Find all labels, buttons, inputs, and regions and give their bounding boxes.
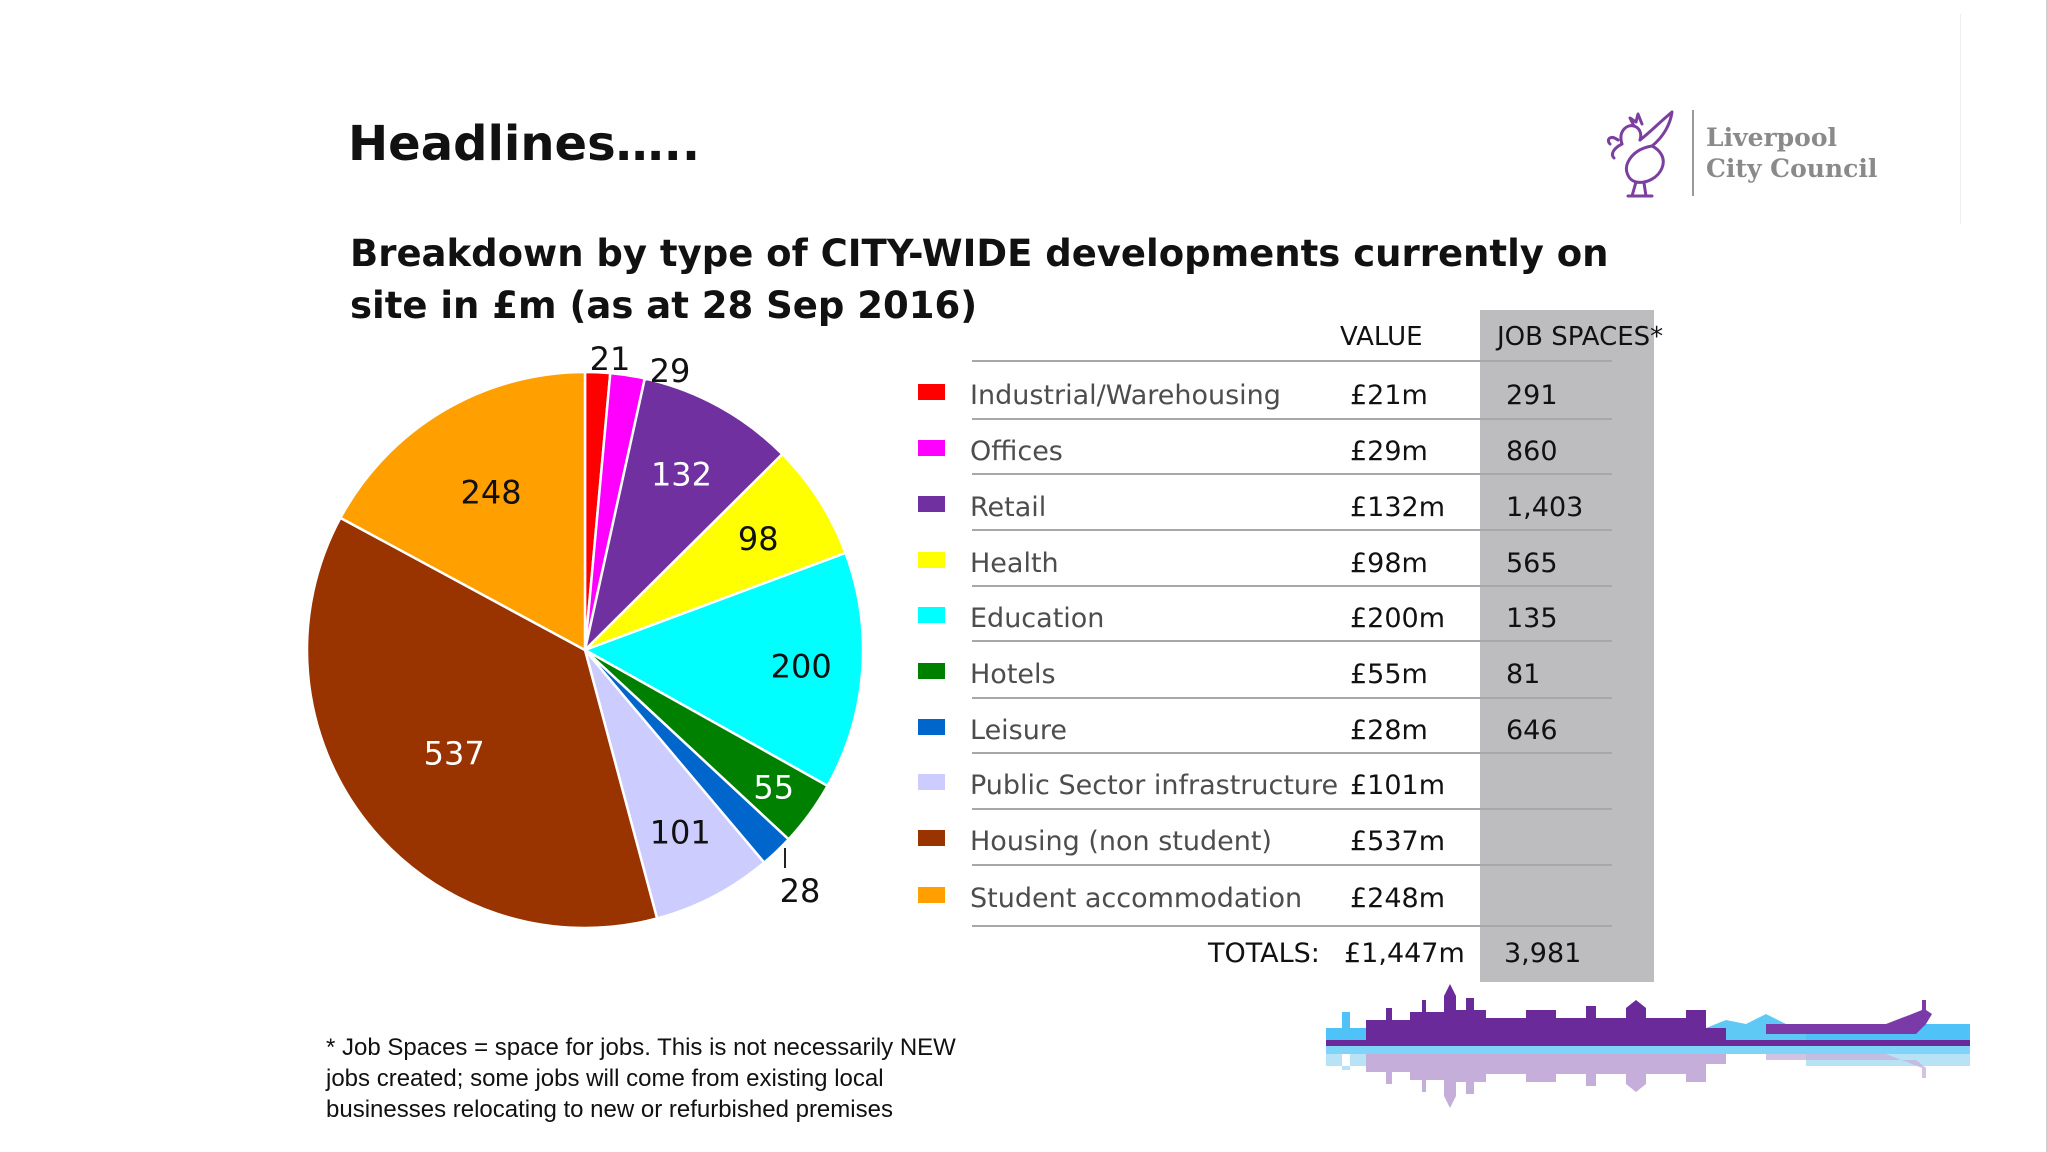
liver-bird-icon (1606, 110, 1674, 198)
legend-swatch (918, 384, 945, 400)
council-logo: Liverpool City Council (1600, 104, 1900, 204)
table-row: Leisure £28m 646 (900, 711, 1680, 766)
row-label: Hotels (970, 659, 1056, 690)
legend-swatch (918, 552, 945, 568)
header-separator (1960, 14, 1961, 224)
row-label: Offices (970, 436, 1063, 467)
table-row: Housing (non student) £537m (900, 822, 1680, 877)
job-spaces-column-header: JOB SPACES* (1497, 322, 1664, 352)
pie-slice-health (584, 452, 848, 652)
table-row: Offices £29m 860 (900, 432, 1680, 487)
pie-slices (305, 370, 865, 930)
pie-data-label: 101 (650, 813, 711, 851)
slide-edge-rule (2046, 0, 2048, 1152)
row-label: Industrial/Warehousing (970, 380, 1281, 411)
row-rule (972, 418, 1612, 420)
row-rule (972, 585, 1612, 587)
council-name-line1: Liverpool (1706, 123, 1838, 152)
row-label: Public Sector infrastructure (970, 770, 1339, 801)
job-spaces-footnote: * Job Spaces = space for jobs. This is n… (326, 1034, 956, 1123)
slide-title: Headlines….. (348, 116, 701, 172)
pie-data-label: 29 (650, 352, 691, 390)
row-job-spaces: 1,403 (1506, 492, 1584, 523)
row-job-spaces: 81 (1506, 659, 1541, 690)
row-rule (972, 640, 1612, 642)
logo-divider (1692, 110, 1694, 196)
row-rule (972, 808, 1612, 810)
legend-swatch (918, 440, 945, 456)
row-value: £21m (1350, 380, 1428, 411)
pie-data-label: 21 (590, 340, 631, 378)
row-job-spaces: 291 (1506, 380, 1558, 411)
pie-slice-student-accommodation (338, 370, 587, 653)
table-row: Industrial/Warehousing £21m 291 (900, 376, 1680, 431)
row-rule (972, 697, 1612, 699)
row-value: £537m (1350, 826, 1446, 857)
row-rule (972, 752, 1612, 754)
row-job-spaces: 565 (1506, 548, 1558, 579)
pie-data-label: 537 (424, 734, 485, 772)
legend-swatch (918, 887, 945, 903)
totals-job-spaces: 3,981 (1504, 938, 1582, 969)
breakdown-table: VALUE JOB SPACES* Industrial/Warehousing… (900, 308, 1680, 1008)
table-row: Public Sector infrastructure £101m (900, 766, 1680, 821)
pie-chart: 21 29 132 98 200 55 28 101 537 248 (305, 340, 865, 930)
row-rule (972, 473, 1612, 475)
row-label: Education (970, 603, 1105, 634)
row-value: £200m (1350, 603, 1446, 634)
pie-slice-education (582, 551, 865, 788)
row-label: Health (970, 548, 1059, 579)
legend-swatch (918, 774, 945, 790)
chart-title: Breakdown by type of CITY-WIDE developme… (350, 232, 1609, 327)
row-value: £29m (1350, 436, 1428, 467)
legend-swatch (918, 496, 945, 512)
pie-slice-housing-non-student (305, 516, 659, 930)
legend-swatch (918, 663, 945, 679)
table-row: Retail £132m 1,403 (900, 488, 1680, 543)
legend-swatch (918, 719, 945, 735)
row-rule (972, 529, 1612, 531)
pie-data-label: 132 (651, 456, 712, 494)
row-label: Retail (970, 492, 1047, 523)
pie-data-label: 248 (460, 473, 521, 511)
row-value: £98m (1350, 548, 1428, 579)
pie-labels: 21 29 132 98 200 55 28 101 537 248 (424, 340, 832, 910)
council-name-line2: City Council (1706, 154, 1878, 183)
legend-swatch (918, 830, 945, 846)
row-rule (972, 864, 1612, 866)
row-value: £132m (1350, 492, 1446, 523)
legend-swatch (918, 607, 945, 623)
row-job-spaces: 860 (1506, 436, 1558, 467)
pie-data-label: 98 (738, 520, 779, 558)
pie-slice-retail (582, 377, 785, 654)
job-spaces-column-background (1480, 310, 1654, 982)
row-value: £28m (1350, 715, 1428, 746)
liverpool-skyline-image (1326, 984, 1970, 1108)
totals-label: TOTALS: (1208, 938, 1320, 969)
pie-slice-public-sector-infrastructure (583, 649, 766, 921)
row-job-spaces: 646 (1506, 715, 1558, 746)
row-value: £55m (1350, 659, 1428, 690)
value-column-header: VALUE (1340, 322, 1423, 352)
totals-value: £1,447m (1344, 938, 1465, 969)
row-job-spaces: 135 (1506, 603, 1558, 634)
table-row: Hotels £55m 81 (900, 655, 1680, 710)
row-label: Leisure (970, 715, 1067, 746)
pie-data-label: 200 (771, 648, 832, 686)
table-row: Student accommodation £248m (900, 879, 1680, 934)
table-row: Health £98m 565 (900, 544, 1680, 599)
row-value: £101m (1350, 770, 1446, 801)
council-name: Liverpool City Council (1706, 122, 1877, 184)
row-label: Housing (non student) (970, 826, 1272, 857)
table-row: Education £200m 135 (900, 599, 1680, 654)
pie-data-label: 28 (780, 872, 821, 910)
row-value: £248m (1350, 883, 1446, 914)
totals-rule (972, 925, 1612, 927)
row-label: Student accommodation (970, 883, 1303, 914)
pie-data-label: 55 (753, 769, 794, 807)
header-rule (972, 360, 1612, 362)
